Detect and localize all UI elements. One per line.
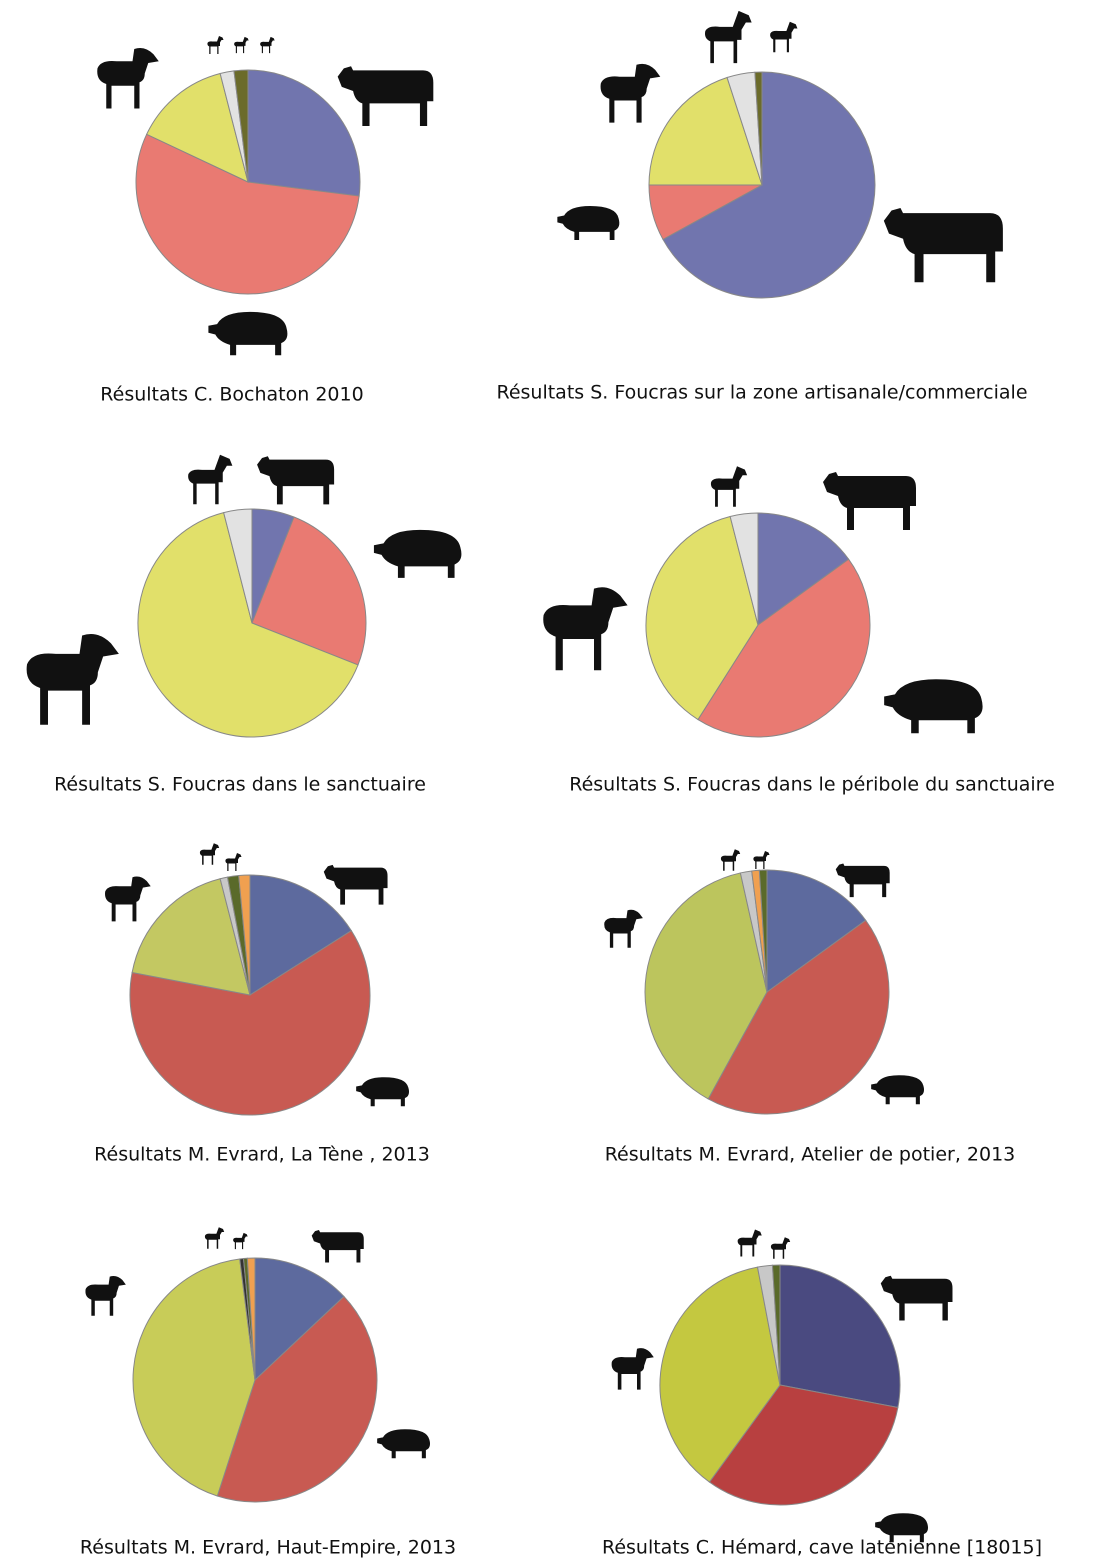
pie-slice	[132, 1258, 256, 1497]
sheep-icon	[604, 909, 643, 948]
cow-icon	[337, 66, 434, 126]
horse-icon	[204, 1227, 225, 1249]
pie-slice	[662, 71, 876, 299]
pie-slice	[645, 515, 759, 721]
chart-caption: Résultats C. Hémard, cave laténienne [18…	[602, 1537, 1042, 1559]
horse-icon	[704, 10, 752, 64]
pie-slice	[648, 76, 763, 186]
pie-slice	[766, 869, 867, 993]
chart-caption: Résultats M. Evrard, Haut-Empire, 2013	[80, 1537, 456, 1559]
pig-icon	[208, 311, 288, 356]
cow-icon	[323, 864, 388, 905]
dog-icon	[770, 21, 798, 53]
pig-icon	[373, 529, 462, 578]
pie-slice	[233, 69, 249, 183]
pig-icon	[377, 1429, 431, 1459]
pie-slice	[707, 919, 890, 1115]
pie-slice	[137, 511, 359, 738]
sheep-icon	[26, 634, 119, 725]
pie-slice	[254, 1257, 345, 1382]
pie-slice	[779, 1264, 901, 1409]
pie-slice	[659, 1266, 781, 1483]
pie-slice	[758, 869, 768, 993]
sheep-icon	[105, 876, 151, 922]
pie-slice	[131, 878, 251, 996]
pie-slice	[644, 872, 768, 1100]
dog-icon	[233, 1232, 248, 1250]
pie-slice	[238, 874, 251, 996]
pie-slice	[757, 512, 850, 626]
dog-icon	[770, 1237, 791, 1259]
chart-caption: Résultats S. Foucras dans le péribole du…	[569, 774, 1055, 796]
pie-slice	[771, 1264, 781, 1386]
pie-slice	[135, 133, 360, 295]
cow-icon	[257, 456, 335, 505]
sheep-icon	[611, 1348, 654, 1390]
cow-icon	[880, 1275, 953, 1321]
cow-icon	[311, 1230, 364, 1263]
horse-icon	[720, 849, 741, 871]
chart-caption: Résultats S. Foucras sur la zone artisan…	[496, 382, 1027, 404]
pig-icon	[356, 1077, 410, 1107]
sheep-icon	[85, 1275, 126, 1316]
pie-slice	[145, 72, 249, 183]
pie-slice	[754, 71, 763, 186]
pie-slice	[216, 1295, 378, 1503]
dog-icon	[234, 36, 249, 54]
pig-icon	[871, 1075, 925, 1105]
pie-slice	[129, 930, 371, 1116]
dog-icon	[753, 851, 770, 869]
horse-icon	[199, 843, 220, 865]
cow-icon	[835, 863, 890, 898]
sheep-icon	[543, 587, 628, 671]
sheep-icon	[97, 48, 159, 109]
sheep-icon	[600, 63, 661, 123]
pie-slice	[708, 1384, 899, 1506]
horse-icon	[207, 36, 224, 54]
dog-icon	[188, 454, 233, 505]
dog-icon	[225, 853, 242, 871]
chart-caption: Résultats S. Foucras dans le sanctuaire	[54, 774, 426, 796]
horse-icon	[737, 1229, 762, 1257]
cow-icon	[883, 208, 1003, 283]
deer-icon	[260, 36, 275, 54]
dog-icon	[710, 466, 748, 507]
pie-slice	[247, 69, 361, 197]
chart-caption: Résultats M. Evrard, Atelier de potier, …	[605, 1144, 1016, 1166]
pie-slice	[223, 508, 253, 624]
pie-slice	[729, 512, 759, 626]
pig-icon	[557, 206, 620, 241]
pig-icon	[884, 679, 983, 734]
chart-caption: Résultats M. Evrard, La Tène , 2013	[94, 1144, 430, 1166]
chart-caption: Résultats C. Bochaton 2010	[100, 384, 363, 406]
pie-slice	[251, 516, 367, 666]
cow-icon	[823, 472, 916, 530]
pie-slice	[249, 874, 353, 996]
pie-slice	[697, 558, 871, 738]
pie-slice	[246, 1257, 256, 1381]
